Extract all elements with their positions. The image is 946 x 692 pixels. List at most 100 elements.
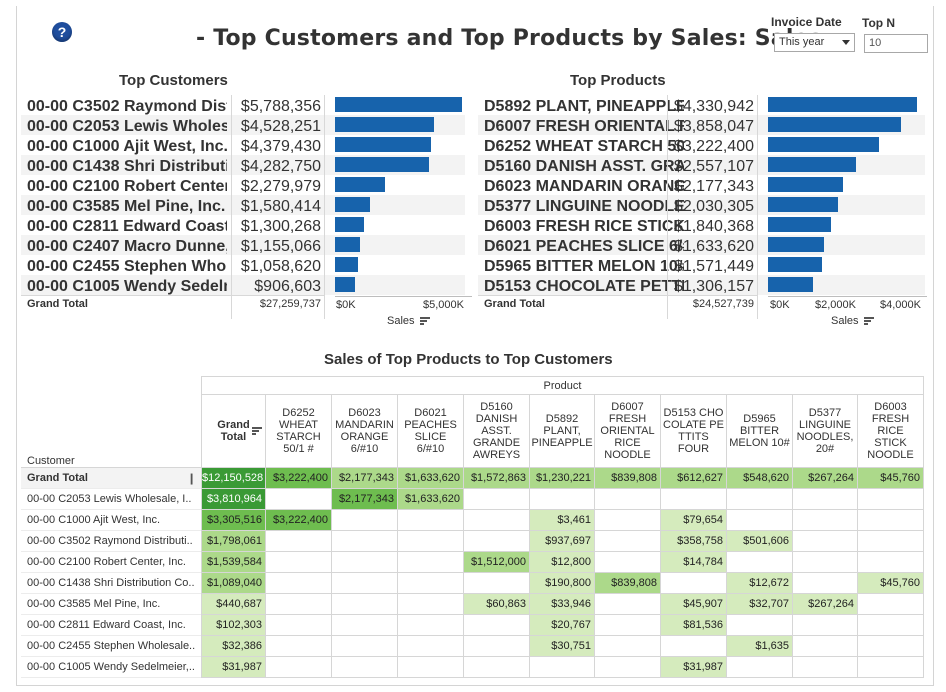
table-row[interactable]: 00-00 C2100 Robert Center, Inc. $2,279,97… <box>21 175 465 195</box>
matrix-cell[interactable] <box>595 594 661 615</box>
matrix-cell[interactable]: $3,222,400 <box>266 468 332 489</box>
matrix-cell[interactable] <box>464 510 530 531</box>
matrix-cell[interactable] <box>793 552 858 573</box>
table-row[interactable]: 00-00 C3585 Mel Pine, Inc. $1,580,414 <box>21 195 465 215</box>
column-header[interactable]: D5153 CHO COLATE PE TTITS FOUR <box>661 395 727 468</box>
matrix-cell[interactable]: $1,539,584 <box>201 552 266 573</box>
matrix-cell[interactable] <box>793 510 858 531</box>
help-icon[interactable]: ? <box>52 22 72 42</box>
matrix-cell[interactable]: $30,751 <box>530 636 595 657</box>
bar-mark[interactable] <box>768 277 813 292</box>
matrix-cell[interactable]: $1,230,221 <box>530 468 595 489</box>
bar-mark[interactable] <box>768 157 856 172</box>
matrix-cell[interactable] <box>266 615 332 636</box>
top-n-input[interactable]: 10 <box>864 34 928 53</box>
matrix-cell[interactable]: $81,536 <box>661 615 727 636</box>
table-row[interactable]: 00-00 C3502 Raymond Distribution.. $5,788… <box>21 95 465 115</box>
matrix-cell[interactable] <box>793 531 858 552</box>
table-row[interactable]: 00-00 C2811 Edward Coast, Inc. $1,300,268 <box>21 215 465 235</box>
column-header[interactable]: D5160 DANISH ASST. GRANDE AWREYS <box>464 395 530 468</box>
table-row[interactable]: D6252 WHEAT STARCH 50/1 #$3,222,400 <box>478 135 925 155</box>
bar-mark[interactable] <box>335 157 429 172</box>
column-header[interactable]: Grand Total <box>201 395 266 468</box>
matrix-cell[interactable] <box>464 489 530 510</box>
matrix-cell[interactable] <box>727 552 793 573</box>
matrix-cell[interactable]: $1,798,061 <box>201 531 266 552</box>
invoice-date-dropdown[interactable]: This year <box>774 33 855 52</box>
matrix-cell[interactable]: $3,305,516 <box>201 510 266 531</box>
matrix-cell[interactable] <box>595 552 661 573</box>
matrix-cell[interactable] <box>858 636 924 657</box>
matrix-cell[interactable] <box>464 615 530 636</box>
matrix-cell[interactable] <box>464 573 530 594</box>
matrix-cell[interactable] <box>858 657 924 678</box>
table-row[interactable]: D5892 PLANT, PINEAPPLE $4,330,942 <box>478 95 925 115</box>
bar-mark[interactable] <box>768 257 823 272</box>
matrix-cell[interactable] <box>858 615 924 636</box>
matrix-cell[interactable]: $267,264 <box>793 594 858 615</box>
matrix-cell[interactable] <box>332 615 398 636</box>
matrix-cell[interactable]: $1,572,863 <box>464 468 530 489</box>
bar-mark[interactable] <box>768 197 838 212</box>
column-header[interactable]: D5892 PLANT, PINEAPPLE <box>530 395 595 468</box>
matrix-cell[interactable] <box>398 573 464 594</box>
matrix-cell[interactable] <box>595 531 661 552</box>
matrix-cell[interactable] <box>595 489 661 510</box>
matrix-cell[interactable] <box>332 594 398 615</box>
table-row[interactable]: 00-00 C1005 Wendy Sedelmeier, In.. $906,6… <box>21 275 465 295</box>
matrix-cell[interactable] <box>595 657 661 678</box>
column-header[interactable]: D5377 LINGUINE NOODLES, 20# <box>793 395 858 468</box>
table-row[interactable]: 00-00 C2053 Lewis Wholesale, Inc. $4,528,… <box>21 115 465 135</box>
matrix-cell[interactable] <box>530 489 595 510</box>
column-header[interactable]: D6021 PEACHES SLICE 6/#10 <box>398 395 464 468</box>
bar-mark[interactable] <box>768 137 879 152</box>
column-header[interactable]: D6023 MANDARIN ORANGE 6/#10 <box>332 395 398 468</box>
matrix-cell[interactable]: $45,760 <box>858 573 924 594</box>
matrix-cell[interactable] <box>332 510 398 531</box>
bar-mark[interactable] <box>335 257 359 272</box>
matrix-cell[interactable] <box>266 636 332 657</box>
matrix-cell[interactable]: $548,620 <box>727 468 793 489</box>
bar-mark[interactable] <box>768 117 901 132</box>
matrix-cell[interactable]: $2,177,343 <box>332 489 398 510</box>
bar-mark[interactable] <box>768 237 825 252</box>
column-header[interactable]: D6252 WHEAT STARCH 50/1 # <box>266 395 332 468</box>
matrix-cell[interactable] <box>266 489 332 510</box>
matrix-cell[interactable] <box>266 657 332 678</box>
matrix-cell[interactable] <box>793 573 858 594</box>
matrix-cell[interactable]: $32,386 <box>201 636 266 657</box>
matrix-cell[interactable] <box>398 552 464 573</box>
bar-mark[interactable] <box>335 237 361 252</box>
bar-mark[interactable] <box>335 277 355 292</box>
matrix-cell[interactable]: $1,633,620 <box>398 489 464 510</box>
matrix-cell[interactable]: $1,635 <box>727 636 793 657</box>
bar-mark[interactable] <box>335 97 462 112</box>
table-row[interactable]: D5160 DANISH ASST. GRANDE AW..$2,557,107 <box>478 155 925 175</box>
matrix-cell[interactable] <box>793 489 858 510</box>
matrix-cell[interactable] <box>464 531 530 552</box>
matrix-cell[interactable] <box>661 636 727 657</box>
matrix-cell[interactable]: $839,808 <box>595 573 661 594</box>
table-row[interactable]: 00-00 C2407 Macro Dunne, Inc. $1,155,066 <box>21 235 465 255</box>
matrix-cell[interactable] <box>332 573 398 594</box>
bar-mark[interactable] <box>335 137 432 152</box>
matrix-cell[interactable]: $937,697 <box>530 531 595 552</box>
matrix-cell[interactable] <box>332 636 398 657</box>
matrix-cell[interactable] <box>727 510 793 531</box>
matrix-cell[interactable] <box>858 489 924 510</box>
bar-mark[interactable] <box>335 177 386 192</box>
matrix-cell[interactable] <box>595 615 661 636</box>
matrix-cell[interactable]: $267,264 <box>793 468 858 489</box>
matrix-cell[interactable]: $12,672 <box>727 573 793 594</box>
matrix-cell[interactable] <box>266 594 332 615</box>
table-row[interactable]: D6021 PEACHES SLICE 6/#10$1,633,620 <box>478 235 925 255</box>
table-row[interactable]: 00-00 C1000 Ajit West, Inc. $4,379,430 <box>21 135 465 155</box>
matrix-cell[interactable]: $31,987 <box>201 657 266 678</box>
matrix-cell[interactable] <box>398 594 464 615</box>
matrix-cell[interactable] <box>266 573 332 594</box>
table-row[interactable]: D6003 FRESH RICE STICK NOODLE$1,840,368 <box>478 215 925 235</box>
matrix-cell[interactable]: $2,177,343 <box>332 468 398 489</box>
matrix-cell[interactable] <box>398 615 464 636</box>
matrix-cell[interactable]: $45,760 <box>858 468 924 489</box>
matrix-cell[interactable] <box>332 531 398 552</box>
